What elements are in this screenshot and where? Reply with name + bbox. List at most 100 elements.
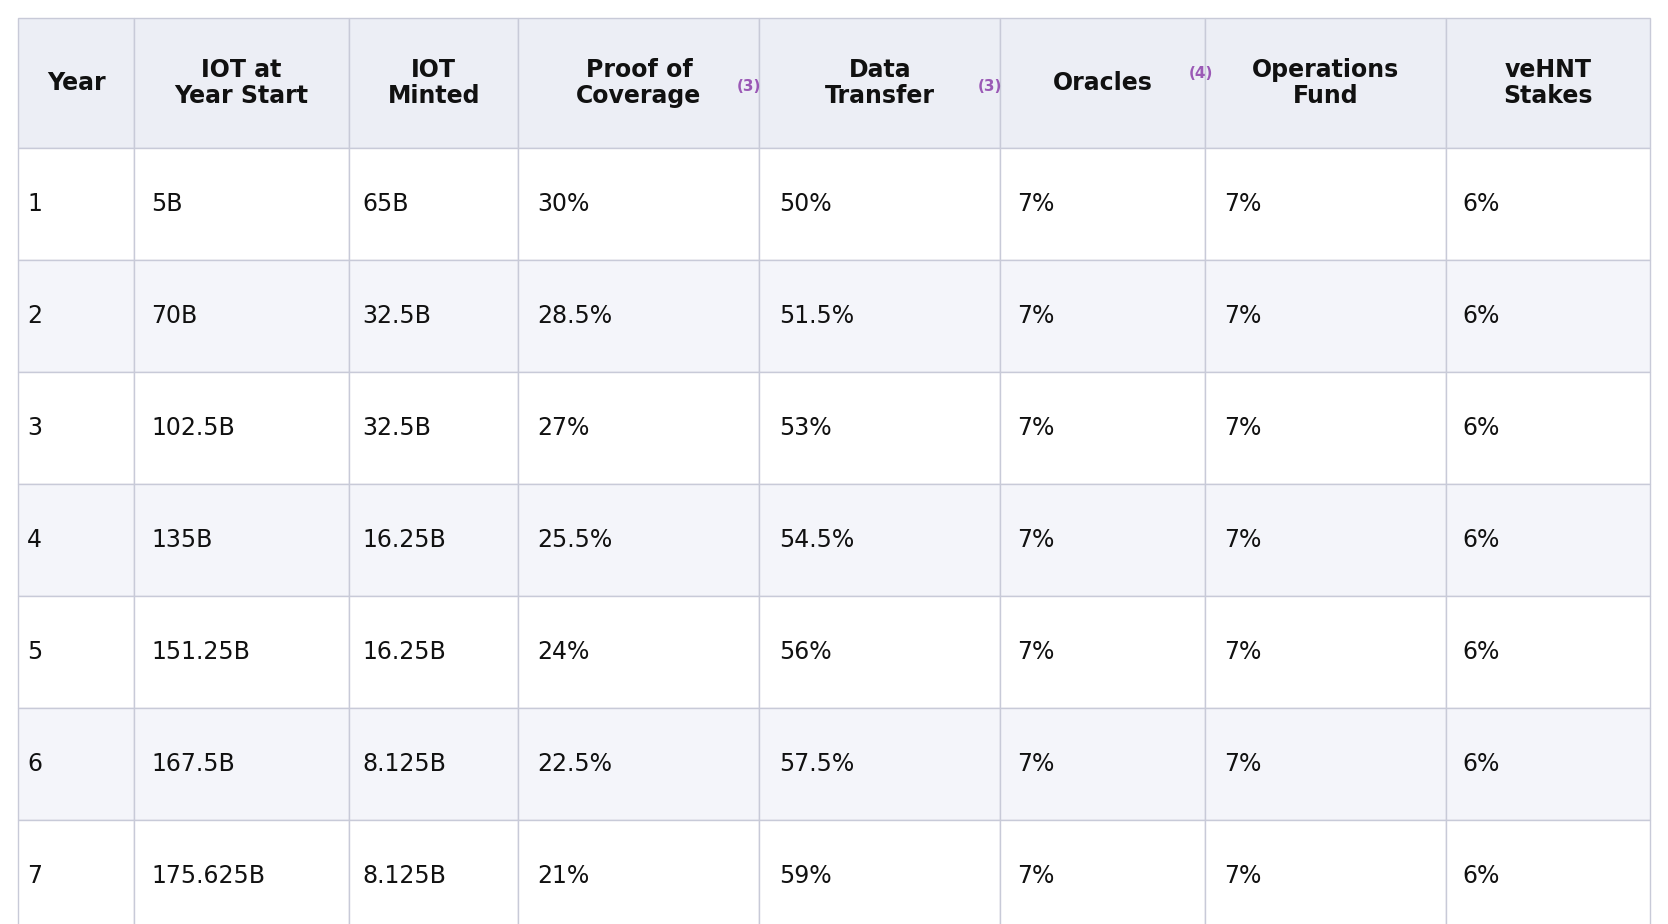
Bar	[519, 596, 759, 708]
Text: Year: Year	[47, 71, 105, 95]
Text: 135B: 135B	[152, 528, 214, 552]
Text: (3): (3)	[737, 79, 762, 94]
Text: 22.5%: 22.5%	[537, 752, 612, 776]
Text: 5B: 5B	[152, 192, 183, 216]
Bar	[1446, 18, 1650, 148]
Bar	[349, 148, 519, 260]
Bar	[759, 260, 1001, 372]
Text: (4): (4)	[1189, 66, 1213, 81]
Bar	[759, 148, 1001, 260]
Text: 53%: 53%	[779, 416, 831, 440]
Bar	[1204, 372, 1446, 484]
Text: Data: Data	[849, 58, 911, 82]
Text: 51.5%: 51.5%	[779, 304, 854, 328]
Bar	[18, 148, 135, 260]
Bar	[1001, 260, 1204, 372]
Text: 6%: 6%	[1463, 864, 1500, 888]
Text: Operations: Operations	[1251, 58, 1399, 82]
Text: 6%: 6%	[1463, 640, 1500, 664]
Bar	[519, 820, 759, 924]
Bar	[1001, 596, 1204, 708]
Text: IOT at: IOT at	[202, 58, 282, 82]
Text: 7%: 7%	[1224, 640, 1261, 664]
Text: 2: 2	[27, 304, 42, 328]
Text: 32.5B: 32.5B	[362, 304, 432, 328]
Text: 6%: 6%	[1463, 752, 1500, 776]
Bar	[1446, 820, 1650, 924]
Text: 3: 3	[27, 416, 42, 440]
Text: Year Start: Year Start	[175, 84, 309, 108]
Bar	[1446, 596, 1650, 708]
Bar	[18, 708, 135, 820]
Text: 7%: 7%	[1224, 752, 1261, 776]
Text: 6%: 6%	[1463, 192, 1500, 216]
Bar	[1204, 596, 1446, 708]
Text: Stakes: Stakes	[1503, 84, 1593, 108]
Text: Transfer: Transfer	[826, 84, 936, 108]
Bar	[1204, 484, 1446, 596]
Text: 70B: 70B	[152, 304, 198, 328]
Text: 28.5%: 28.5%	[537, 304, 612, 328]
Text: veHNT: veHNT	[1505, 58, 1591, 82]
Bar	[1446, 148, 1650, 260]
Bar	[1001, 148, 1204, 260]
Text: Minted: Minted	[387, 84, 480, 108]
Bar	[519, 148, 759, 260]
Bar	[1204, 18, 1446, 148]
Text: 57.5%: 57.5%	[779, 752, 854, 776]
Bar	[349, 18, 519, 148]
Text: 7%: 7%	[1017, 528, 1054, 552]
Text: 6%: 6%	[1463, 528, 1500, 552]
Text: 7%: 7%	[1224, 304, 1261, 328]
Text: Oracles: Oracles	[1053, 71, 1153, 95]
Bar	[349, 260, 519, 372]
Text: 7%: 7%	[1224, 864, 1261, 888]
Bar	[759, 708, 1001, 820]
Bar	[135, 820, 349, 924]
Bar	[1001, 484, 1204, 596]
Text: 7: 7	[27, 864, 42, 888]
Bar	[18, 18, 135, 148]
Bar	[1446, 708, 1650, 820]
Bar	[1001, 372, 1204, 484]
Bar	[519, 708, 759, 820]
Text: 1: 1	[27, 192, 42, 216]
Text: 65B: 65B	[362, 192, 409, 216]
Bar	[1446, 260, 1650, 372]
Bar	[135, 148, 349, 260]
Bar	[135, 596, 349, 708]
Bar	[135, 708, 349, 820]
Bar	[18, 820, 135, 924]
Text: 102.5B: 102.5B	[152, 416, 235, 440]
Text: 6%: 6%	[1463, 416, 1500, 440]
Text: 7%: 7%	[1224, 192, 1261, 216]
Text: 7%: 7%	[1017, 864, 1054, 888]
Text: 7%: 7%	[1017, 752, 1054, 776]
Bar	[349, 372, 519, 484]
Bar	[519, 260, 759, 372]
Bar	[349, 820, 519, 924]
Bar	[1204, 708, 1446, 820]
Text: Coverage: Coverage	[577, 84, 702, 108]
Text: 25.5%: 25.5%	[537, 528, 612, 552]
Text: 175.625B: 175.625B	[152, 864, 265, 888]
Bar	[759, 18, 1001, 148]
Bar	[135, 484, 349, 596]
Bar	[519, 372, 759, 484]
Text: 54.5%: 54.5%	[779, 528, 854, 552]
Bar	[18, 484, 135, 596]
Bar	[18, 372, 135, 484]
Text: 16.25B: 16.25B	[362, 528, 447, 552]
Text: 167.5B: 167.5B	[152, 752, 235, 776]
Text: 27%: 27%	[537, 416, 590, 440]
Bar	[135, 372, 349, 484]
Text: 151.25B: 151.25B	[152, 640, 250, 664]
Bar	[349, 596, 519, 708]
Text: 32.5B: 32.5B	[362, 416, 432, 440]
Bar	[519, 484, 759, 596]
Bar	[519, 18, 759, 148]
Text: 5: 5	[27, 640, 43, 664]
Bar	[1446, 372, 1650, 484]
Bar	[18, 596, 135, 708]
Text: 8.125B: 8.125B	[362, 864, 447, 888]
